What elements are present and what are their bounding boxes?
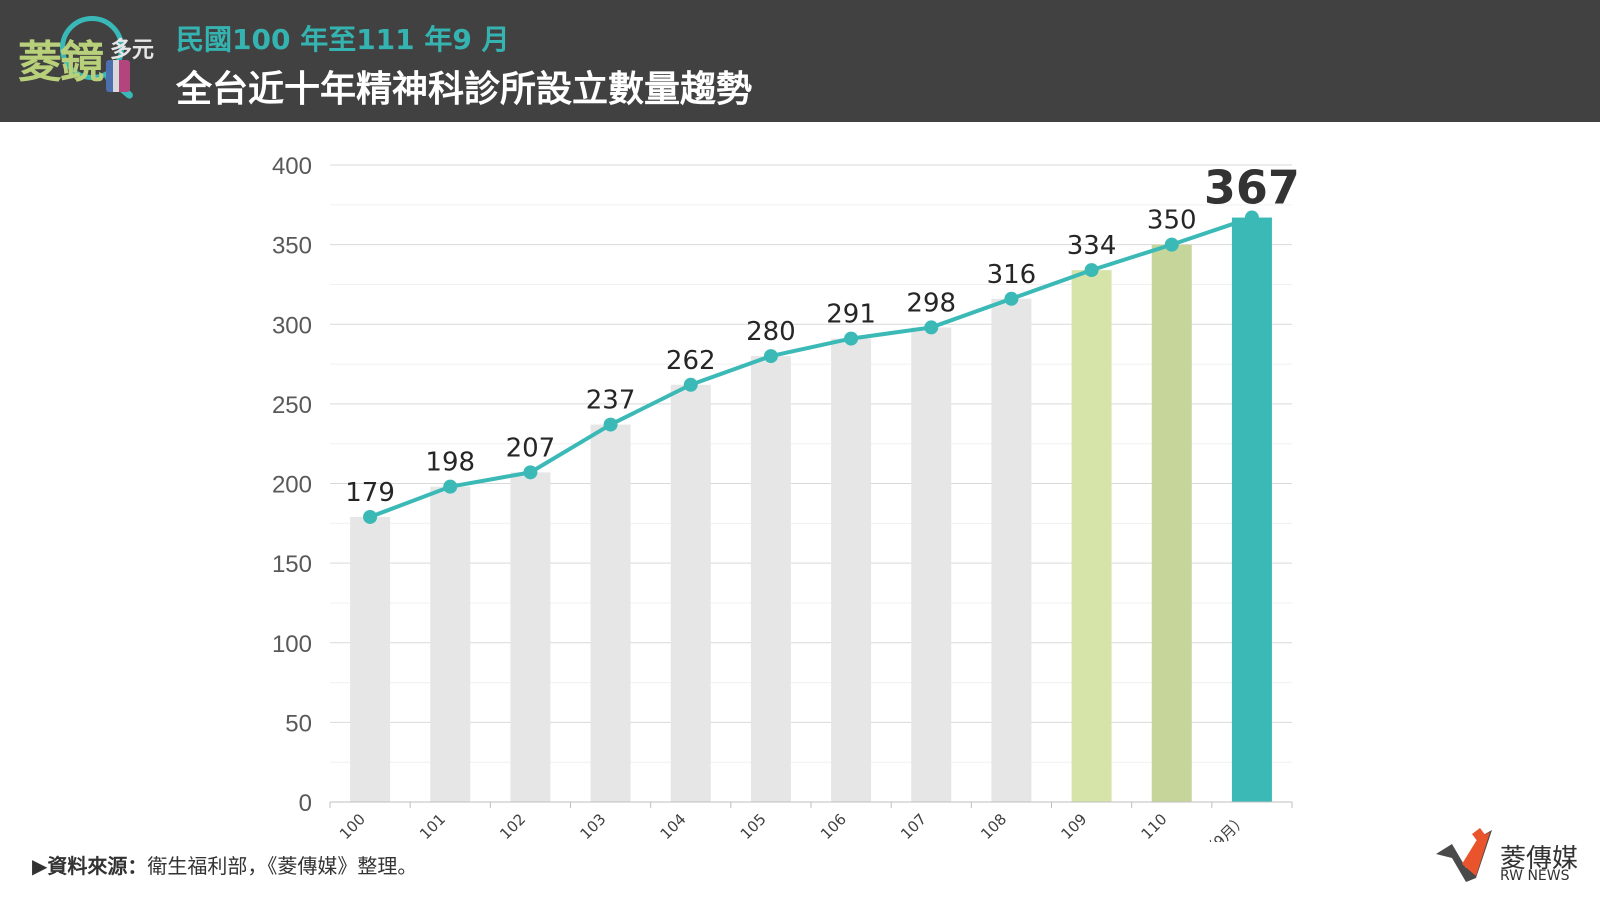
source-label: ▶資料來源： xyxy=(32,854,148,878)
y-tick-label: 350 xyxy=(272,233,312,260)
x-tick-label: 104 xyxy=(657,810,690,842)
line-point xyxy=(1244,210,1259,225)
x-tick-label: 106 xyxy=(817,810,850,842)
x-tick-label: 108 xyxy=(977,810,1010,842)
y-tick-label: 400 xyxy=(272,153,312,180)
x-tick-label: 109 xyxy=(1057,810,1090,842)
rwnews-logo-icon xyxy=(1436,828,1492,882)
data-label: 262 xyxy=(666,346,716,376)
line-point xyxy=(844,331,859,346)
bar-line-chart: 0 50 100 150 200 250 300 350 400 179 198 207 237 262… xyxy=(272,153,1300,842)
x-tick-label: 100 xyxy=(336,810,369,842)
y-tick-label: 200 xyxy=(272,472,312,499)
bars xyxy=(350,217,1272,802)
y-axis-ticks: 0 50 100 150 200 250 300 350 400 xyxy=(272,153,312,817)
bar xyxy=(831,338,872,802)
y-tick-label: 150 xyxy=(272,551,312,578)
trend-line xyxy=(363,210,1259,524)
line-point xyxy=(924,320,939,335)
bar xyxy=(750,356,791,802)
x-tick-label: 101 xyxy=(416,810,449,842)
brand-english: RW NEWS xyxy=(1500,868,1570,884)
brand-name: 菱傳媒 xyxy=(1500,844,1579,874)
x-axis-ticks: 100 101 102 103 104 105 106 107 108 109 110111（9月） xyxy=(329,801,1293,842)
magnifier-icon xyxy=(60,16,124,80)
y-tick-label: 0 xyxy=(299,790,312,817)
x-tick-label: 103 xyxy=(576,810,609,842)
trend-polyline xyxy=(369,215,1253,519)
data-label: 280 xyxy=(746,317,796,347)
y-tick-label: 100 xyxy=(272,631,312,658)
bar xyxy=(510,472,551,802)
data-label: 367 xyxy=(1204,161,1300,215)
data-label: 237 xyxy=(586,386,636,416)
chart-subtitle: 民國100 年至111 年9 月 xyxy=(176,23,510,56)
source-note: ▶資料來源：衛生福利部，《菱傳媒》整理。 xyxy=(32,850,417,879)
x-tick-label: 110 xyxy=(1138,810,1171,842)
logo-subtext: 多元 xyxy=(110,38,155,63)
y-tick-label: 250 xyxy=(272,392,312,419)
line-point xyxy=(603,417,618,432)
bar xyxy=(350,516,391,802)
data-label: 334 xyxy=(1067,231,1117,261)
x-tick-label: 107 xyxy=(897,810,930,842)
header-bar: 菱鏡 多元 民國100 年至111 年9 月 全台近十年精神科診所設立數量趨勢 xyxy=(0,0,1600,122)
line-point xyxy=(763,349,778,364)
data-label: 298 xyxy=(906,288,956,318)
chart-title: 全台近十年精神科診所設立數量趨勢 xyxy=(176,69,753,110)
y-tick-label: 300 xyxy=(272,312,312,339)
bar xyxy=(590,424,631,802)
line-point xyxy=(1084,263,1099,278)
bar xyxy=(911,327,952,802)
logo-text: 菱鏡 xyxy=(18,37,104,88)
line-point xyxy=(683,377,698,392)
line-point xyxy=(363,509,378,524)
bar xyxy=(1231,217,1272,802)
brand-logo: 菱鏡 多元 xyxy=(14,10,164,110)
data-label: 350 xyxy=(1147,206,1197,236)
data-label: 179 xyxy=(345,478,395,508)
line-point xyxy=(523,465,538,480)
x-tick-label: 105 xyxy=(737,810,770,842)
data-label: 316 xyxy=(987,260,1037,290)
source-text: 衛生福利部，《菱傳媒》整理。 xyxy=(147,854,418,878)
data-label: 291 xyxy=(826,300,876,330)
data-label: 198 xyxy=(425,448,475,478)
x-tick-label: 102 xyxy=(496,810,529,842)
bar xyxy=(1071,270,1112,802)
line-point xyxy=(1004,291,1019,306)
people-icon xyxy=(106,60,130,92)
bar xyxy=(991,298,1032,802)
bar xyxy=(430,486,471,802)
line-point xyxy=(1164,237,1179,252)
rwnews-brand: 菱傳媒 RW NEWS xyxy=(1432,826,1592,886)
bar xyxy=(1151,244,1192,802)
data-label: 207 xyxy=(506,433,556,463)
bar xyxy=(670,384,711,802)
y-tick-label: 50 xyxy=(285,710,312,737)
line-point xyxy=(443,479,458,494)
x-tick-label: 111（9月） xyxy=(1179,810,1251,842)
